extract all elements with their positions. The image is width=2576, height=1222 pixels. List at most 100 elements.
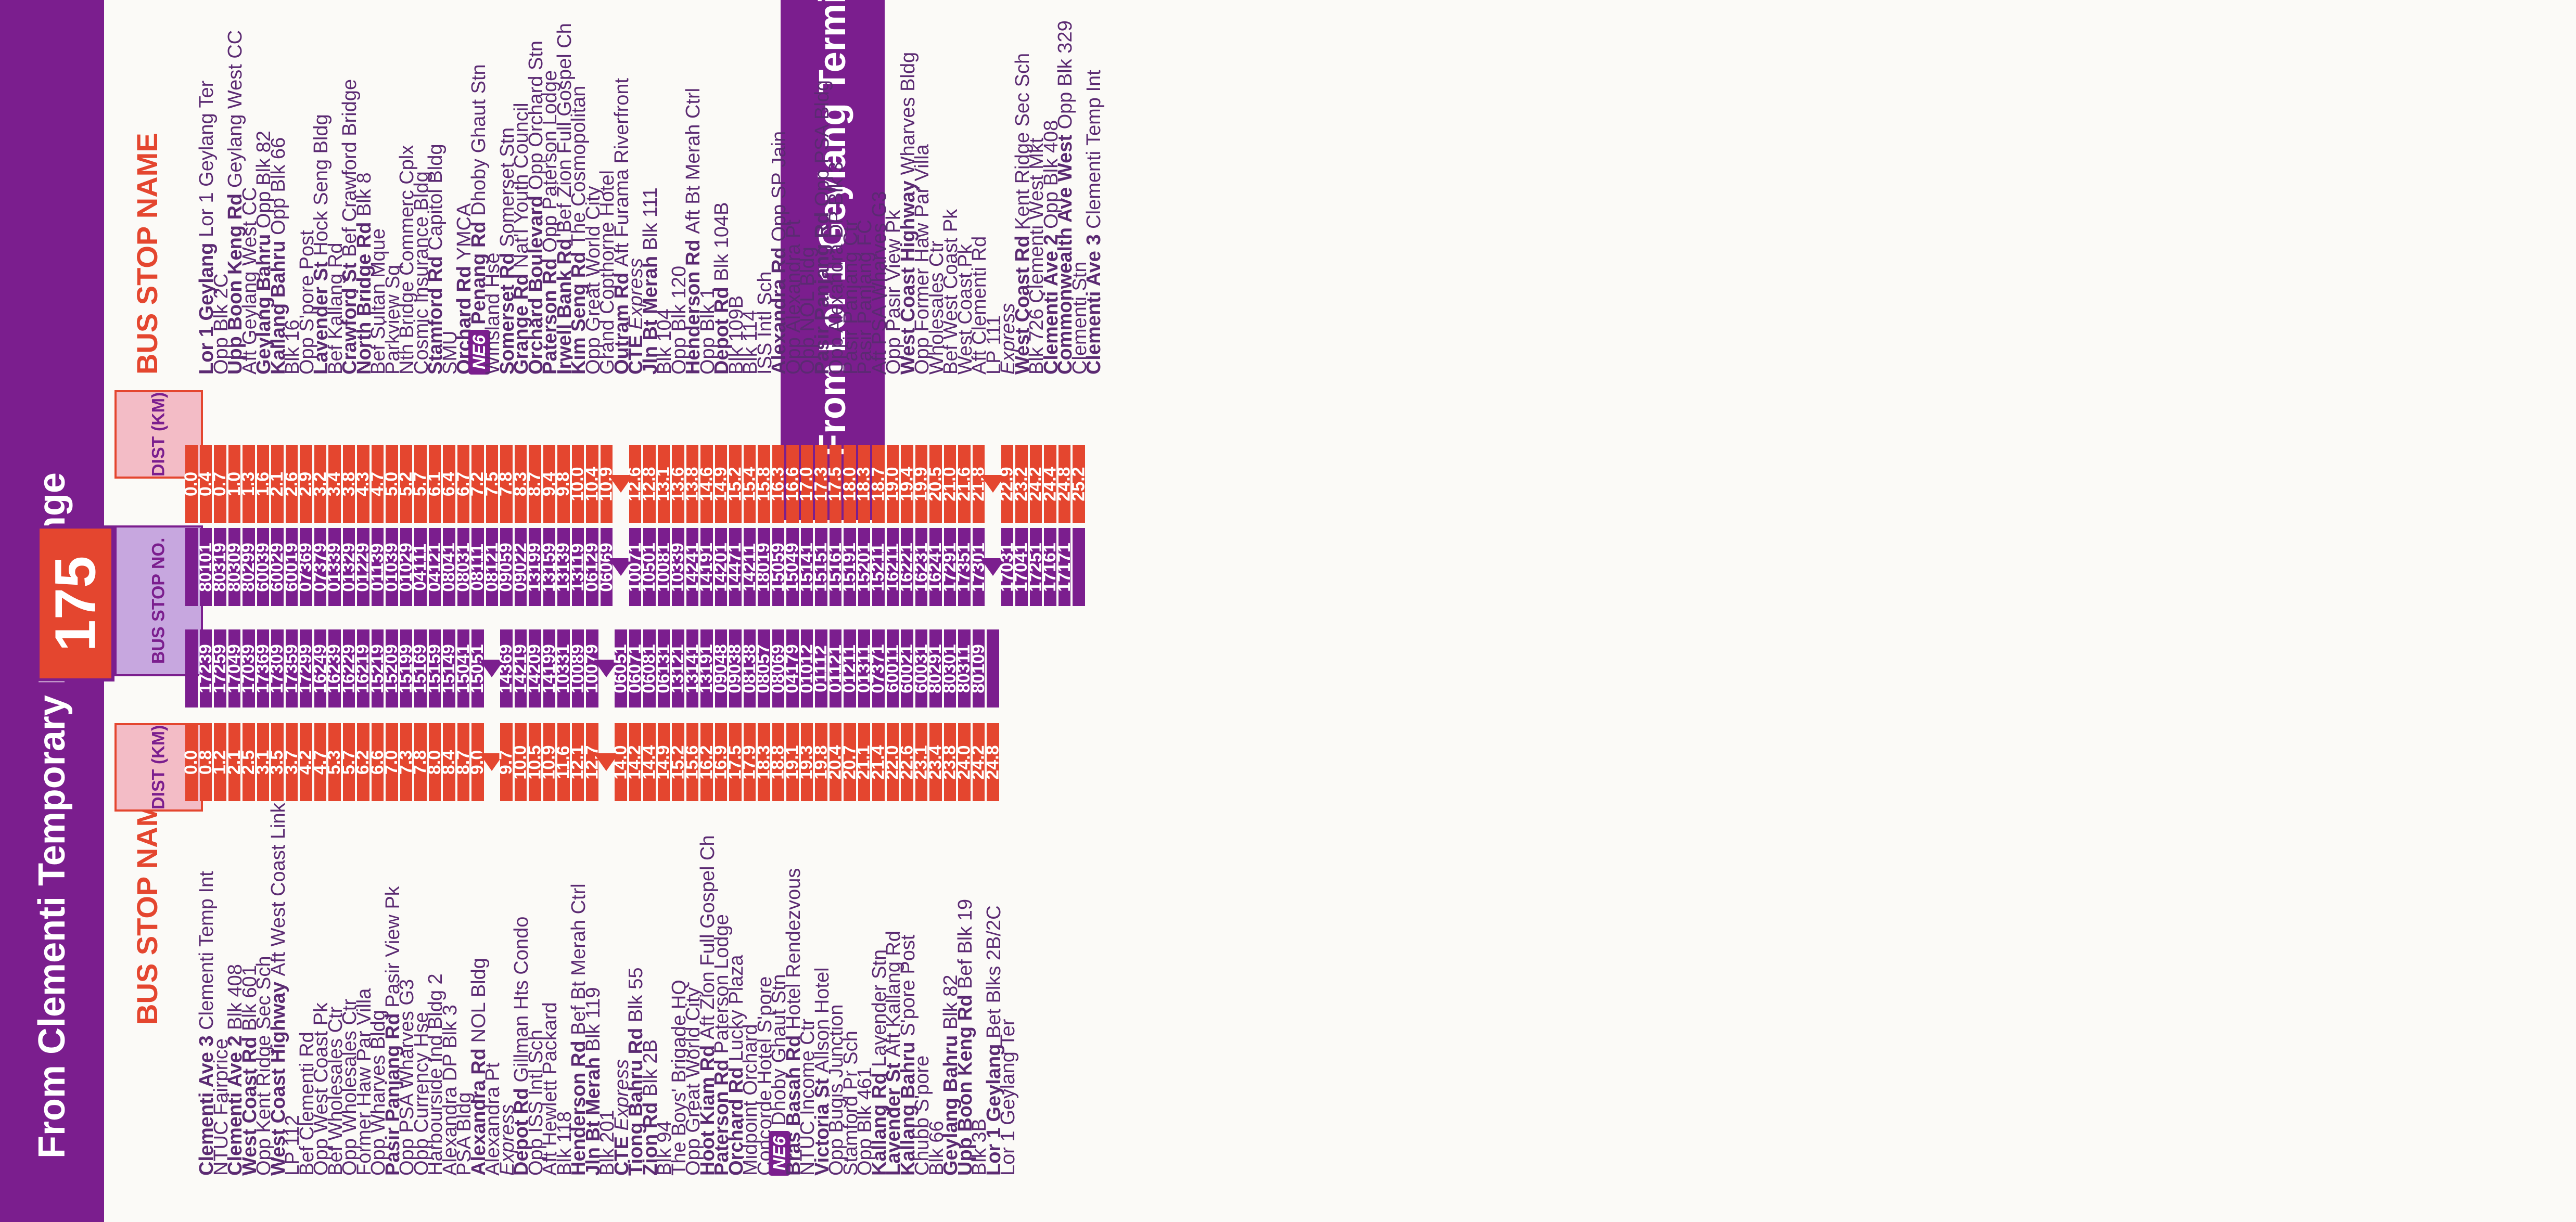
stop-label: Blk 55 <box>625 967 647 1023</box>
distance-cell: 19.0 <box>883 445 902 523</box>
distance-cell: 22.6 <box>897 723 916 801</box>
bus-stop-number-cell: 14201 <box>711 528 731 606</box>
distance-cell: 10.0 <box>568 445 588 523</box>
distance-cell: 1.3 <box>238 445 258 523</box>
distance-cell: 0.0 <box>181 723 201 801</box>
bus-stop-number-cell: 17041 <box>1011 528 1031 606</box>
distance-cell: 24.8 <box>983 723 1002 801</box>
distance-cell: 23.8 <box>940 723 960 801</box>
bus-stop-number-cell: 16231 <box>911 528 931 606</box>
bus-stop-number-cell: 60031 <box>911 629 931 708</box>
bus-stop-number-cell: 14209 <box>525 629 544 708</box>
bus-stop-number-cell <box>185 528 198 606</box>
stop-label: Bef Blk 19 <box>954 898 976 989</box>
bus-stop-number-cell: 15051 <box>467 629 487 708</box>
bus-stop-number-cell: 09038 <box>725 629 745 708</box>
distance-cell: 24.8 <box>1054 445 1074 523</box>
bus-stop-number-cell: 13121 <box>668 629 687 708</box>
bus-stop-number-cell <box>1073 528 1085 606</box>
bus-stop-number-cell: 08031 <box>453 528 473 606</box>
distance-cell: 19.1 <box>782 723 802 801</box>
bus-stop-number-cell: 13139 <box>553 528 573 606</box>
distance-cell: 20.4 <box>825 723 845 801</box>
bus-stop-number-cell: 60029 <box>267 528 287 606</box>
distance-cell: 6.7 <box>453 445 473 523</box>
bus-stop-number-cell: 04179 <box>782 629 802 708</box>
distance-cell: 10.5 <box>525 723 544 801</box>
bus-stop-number-cell: 80299 <box>238 528 258 606</box>
distance-cell: 17.0 <box>797 445 817 523</box>
bus-stop-number-cell: 15169 <box>410 629 430 708</box>
distance-cell: 1.6 <box>253 445 273 523</box>
distance-cell: 12.8 <box>639 445 659 523</box>
bus-stop-number-cell: 08138 <box>739 629 759 708</box>
distance-cell: 17.5 <box>825 445 845 523</box>
stop-label: Clementi Temp Int <box>1083 70 1105 229</box>
bus-stop-number-cell: 06071 <box>625 629 645 708</box>
stop-label: Geylang West CC <box>224 30 246 188</box>
distance-cell: 7.8 <box>496 445 516 523</box>
bus-stop-number-cell: 06051 <box>610 629 630 708</box>
distance-cell: 14.6 <box>696 445 716 523</box>
bus-stop-number-cell: 17259 <box>210 629 229 708</box>
stop-label: Clementi Temp Int <box>196 871 218 1030</box>
bus-stop-number-cell: 01039 <box>381 528 401 606</box>
stop-label: Blk 2B <box>639 1039 661 1097</box>
distance-cell: 0.8 <box>196 723 215 801</box>
bus-stop-number-cell: 10079 <box>582 629 602 708</box>
distance-cell: 24.4 <box>1040 445 1060 523</box>
bus-stop-number-cell <box>185 629 198 708</box>
stop-name: Clementi Ave 3 Clementi Temp Int <box>1083 70 1105 375</box>
stop-label: Blk 104B <box>711 202 733 281</box>
stop-label: Opp Blk 329 <box>1054 20 1076 130</box>
stop-label: Dhoby Ghaut Stn <box>467 64 490 216</box>
bus-stop-number-cell: 15219 <box>367 629 387 708</box>
bus-stop-number-cell: 06069 <box>596 528 616 606</box>
bus-stop-number-cell: 01029 <box>396 528 416 606</box>
distance-cell: 11.6 <box>553 723 573 801</box>
bus-stop-number-cell: 15041 <box>453 629 473 708</box>
bus-stop-number-cell: 80309 <box>224 528 244 606</box>
distance-cell: 17.3 <box>811 445 831 523</box>
bus-stop-number-cell: 06131 <box>654 629 673 708</box>
bus-stop-number-cell: 16229 <box>339 629 359 708</box>
stop-label: Hotel Rendezvous <box>782 868 805 1030</box>
distance-cell: 7.5 <box>482 445 502 523</box>
distance-cell: 23.2 <box>1011 445 1031 523</box>
bus-stop-number-cell: 13141 <box>682 629 702 708</box>
distance-cell: 21.8 <box>968 445 988 523</box>
distance-cell: 14.4 <box>639 723 659 801</box>
bus-stop-number-cell: 17309 <box>267 629 287 708</box>
bus-stop-number-cell: 10339 <box>668 528 687 606</box>
distance-cell: 1.0 <box>224 445 244 523</box>
stop-label: Aft Bt Merah Ctrl <box>682 87 704 234</box>
distance-cell: 6.2 <box>353 723 373 801</box>
bus-stop-number-cell: 06081 <box>639 629 659 708</box>
bus-stop-number-cell: 07369 <box>296 528 315 606</box>
distance-cell: 3.8 <box>339 445 359 523</box>
route-number-badge: 175 <box>36 525 114 681</box>
distance-cell: 10.9 <box>596 445 616 523</box>
stop-label: Opp Blk 66 <box>267 137 289 235</box>
distance-cell: 4.3 <box>353 445 373 523</box>
right-direction-banner: From Lor 1 Geylang Terminal <box>781 0 885 520</box>
stop-label: Hock Seng Bldg <box>310 114 332 256</box>
bus-stop-number-cell: 16249 <box>310 629 330 708</box>
bus-stop-number-cell: 15049 <box>782 528 802 606</box>
bus-stop-number-cell: 10081 <box>654 528 673 606</box>
distance-cell: 14.2 <box>625 723 645 801</box>
distance-cell: 10.9 <box>539 723 559 801</box>
distance-cell: 22.9 <box>997 445 1017 523</box>
distance-cell: 4.7 <box>367 445 387 523</box>
road-name: Clementi Ave 3 <box>1083 228 1105 375</box>
distance-cell: 6.6 <box>367 723 387 801</box>
distance-cell: 4.7 <box>310 723 330 801</box>
distance-cell: 3.7 <box>282 723 301 801</box>
distance-cell: 7.0 <box>381 723 401 801</box>
distance-cell: 8.3 <box>511 445 530 523</box>
distance-cell: 0.0 <box>181 445 201 523</box>
distance-cell: 20.7 <box>839 723 859 801</box>
bus-stop-number-cell: 16211 <box>883 528 902 606</box>
distance-cell: 21.4 <box>868 723 888 801</box>
distance-cell: 16.3 <box>768 445 788 523</box>
